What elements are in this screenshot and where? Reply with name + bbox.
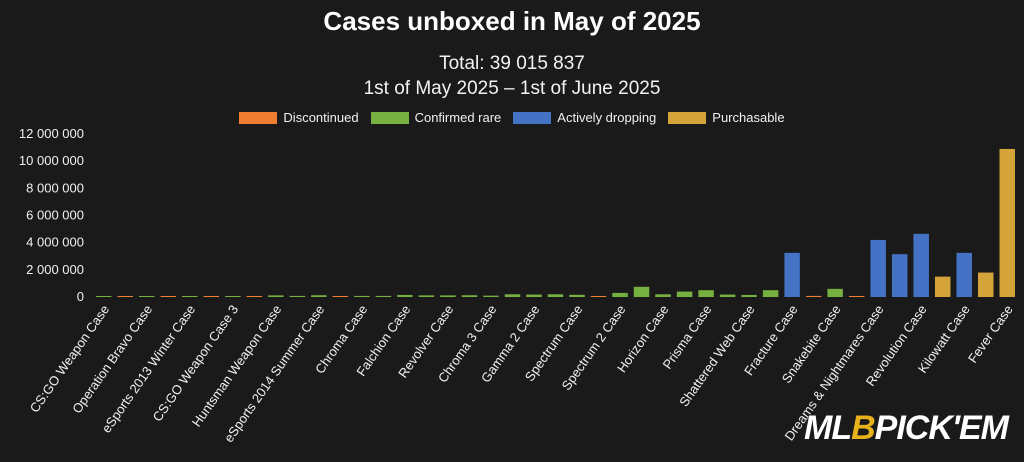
bar[interactable]	[96, 296, 112, 297]
chart-subtitle-total: Total: 39 015 837	[439, 53, 585, 74]
bar[interactable]	[289, 295, 306, 297]
bar[interactable]	[569, 294, 585, 297]
chart-subtitle-range: 1st of May 2025 – 1st of June 2025	[363, 78, 661, 99]
bar[interactable]	[741, 294, 757, 297]
legend-swatch	[513, 111, 552, 124]
bar[interactable]	[827, 288, 843, 297]
bar[interactable]	[375, 295, 392, 297]
bar[interactable]	[203, 296, 220, 297]
bar[interactable]	[655, 294, 671, 297]
legend-item-discontinued[interactable]: Discontinued	[239, 110, 359, 125]
chart-title: Cases unboxed in May of 2025	[323, 6, 701, 36]
x-tick-label: Operation Bravo Case	[69, 302, 155, 416]
y-tick-label: 12 000 000	[19, 126, 84, 141]
y-tick-label: 2 000 000	[26, 262, 84, 277]
bar[interactable]	[934, 276, 951, 298]
y-tick-label: 0	[77, 289, 84, 304]
y-tick-label: 8 000 000	[26, 180, 84, 195]
bar[interactable]	[913, 233, 929, 297]
bar[interactable]	[182, 296, 198, 297]
bar[interactable]	[977, 272, 994, 297]
bar[interactable]	[762, 290, 779, 297]
bar[interactable]	[139, 296, 155, 297]
bar[interactable]	[461, 295, 478, 297]
legend-swatch	[239, 111, 278, 124]
legend-label: Discontinued	[283, 110, 359, 125]
legend-swatch	[668, 111, 707, 124]
chart-legend: Discontinued Confirmed rare Actively dro…	[0, 110, 1024, 125]
bar[interactable]	[547, 294, 564, 297]
bar[interactable]	[590, 296, 607, 297]
bar[interactable]	[999, 148, 1015, 297]
bar[interactable]	[612, 292, 628, 297]
x-tick-label: Shattered Web Case	[676, 302, 757, 409]
y-tick-label: 4 000 000	[26, 235, 84, 250]
bar[interactable]	[805, 295, 822, 297]
bar[interactable]	[483, 295, 499, 297]
legend-item-purchasable[interactable]: Purchasable	[668, 110, 785, 125]
legend-swatch	[370, 111, 409, 124]
bar[interactable]	[246, 296, 263, 297]
bar[interactable]	[870, 239, 886, 297]
bar[interactable]	[504, 294, 521, 297]
bar[interactable]	[160, 296, 177, 297]
bar[interactable]	[891, 254, 908, 297]
legend-label: Confirmed rare	[414, 110, 502, 125]
bar[interactable]	[633, 286, 650, 297]
x-tick-label: CS:GO Weapon Case	[27, 302, 113, 415]
legend-label: Purchasable	[712, 110, 785, 125]
bar[interactable]	[418, 295, 435, 297]
x-tick-label: CS:GO Weapon Case 3	[150, 302, 242, 424]
mlbpickem-logo: MLBPICK'EM	[804, 409, 1009, 447]
bar[interactable]	[719, 294, 736, 297]
bar[interactable]	[268, 295, 284, 297]
bar[interactable]	[311, 295, 327, 297]
bar[interactable]	[354, 295, 370, 297]
bar[interactable]	[784, 252, 800, 297]
legend-item-actively-dropping[interactable]: Actively dropping	[513, 110, 656, 125]
bar[interactable]	[397, 294, 413, 297]
y-tick-label: 10 000 000	[19, 153, 84, 168]
bar[interactable]	[117, 296, 134, 297]
bar[interactable]	[225, 296, 241, 297]
bar[interactable]	[698, 290, 714, 297]
bar[interactable]	[526, 294, 542, 297]
bar[interactable]	[956, 252, 972, 297]
bar[interactable]	[676, 291, 693, 297]
bar[interactable]	[848, 296, 865, 297]
legend-item-confirmed-rare[interactable]: Confirmed rare	[370, 110, 502, 125]
bar[interactable]	[332, 296, 349, 297]
bar[interactable]	[440, 295, 456, 297]
y-tick-label: 6 000 000	[26, 208, 84, 223]
x-tick-label: Fever Case	[965, 302, 1016, 366]
legend-label: Actively dropping	[557, 110, 657, 125]
